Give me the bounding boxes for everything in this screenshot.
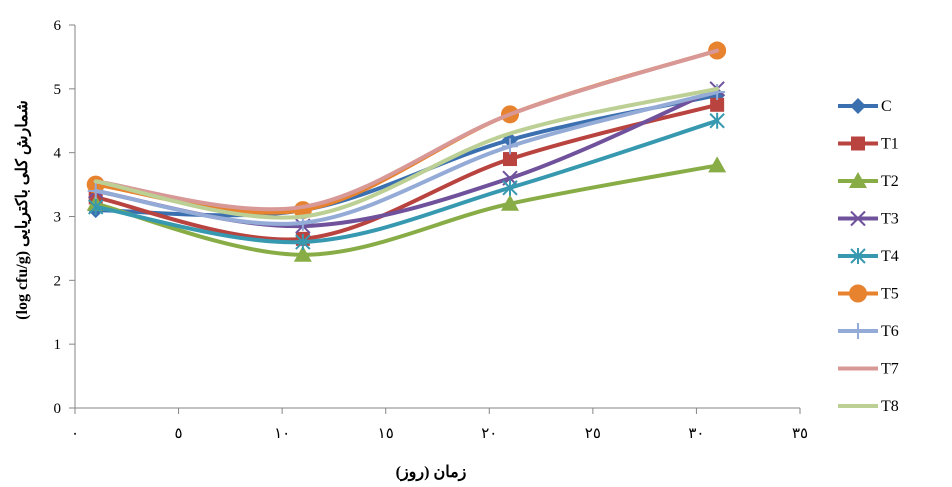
series-line-t2 (93, 163, 720, 257)
legend-marker (849, 172, 867, 188)
y-tick-label: 4 (54, 146, 62, 162)
data-point-t1 (503, 152, 517, 167)
series-line-t1 (93, 102, 720, 242)
y-axis-title: شمارش کلی باکتریایی (log cfu/g) (14, 100, 32, 320)
x-tick-label: ٣٠ (688, 426, 704, 442)
y-tick-label: 3 (54, 210, 62, 226)
y-tick-label: 2 (54, 273, 62, 289)
axes: 0 1 2 3 4 5 6 ٠ ٥ ١٠ ١٥ ٢٠ ٢٥ ٣٠ ٣٥ (54, 18, 809, 442)
legend-item-t5: T5 (838, 284, 899, 303)
legend: C T1 T2 T3 T4 T5 T6 T7 T8 (838, 98, 899, 415)
legend-marker (851, 136, 865, 151)
data-point-t2 (708, 156, 727, 173)
legend-item-t4: T4 (838, 248, 899, 265)
legend-label: T6 (881, 323, 899, 340)
data-point-t1 (710, 97, 725, 112)
y-tick-label: 0 (54, 401, 62, 417)
legend-item-t6: T6 (838, 323, 899, 340)
legend-label: T4 (881, 248, 899, 265)
series-line-t7 (93, 48, 720, 212)
series-layer (86, 41, 727, 262)
legend-item-t7: T7 (838, 361, 899, 378)
x-tick-label: ١٠ (274, 426, 290, 442)
data-point-t6 (709, 84, 726, 101)
series-t4 (88, 112, 725, 251)
x-tick-label: ٣٥ (792, 426, 808, 442)
legend-marker-stroke (850, 210, 866, 227)
legend-marker (850, 98, 866, 114)
data-point-t4 (502, 179, 518, 196)
legend-label: C (881, 98, 892, 115)
series-t8 (93, 86, 720, 220)
x-tick-label: ٥ (175, 426, 183, 442)
legend-label: T2 (881, 173, 899, 190)
legend-marker (850, 323, 866, 339)
legend-marker (849, 284, 867, 303)
legend-label: T7 (881, 361, 899, 378)
legend-item-t2: T2 (838, 172, 899, 190)
y-tick-label: 1 (54, 337, 62, 353)
legend-marker (850, 210, 866, 227)
legend-label: T8 (881, 398, 899, 415)
legend-item-t3: T3 (838, 211, 899, 228)
legend-item-t1: T1 (838, 136, 899, 153)
legend-label: T3 (881, 211, 899, 228)
legend-marker (850, 248, 866, 264)
series-line-t6 (93, 90, 720, 226)
x-tick-label: ٠ (71, 426, 79, 442)
legend-item-c: C (838, 98, 892, 115)
data-point-t6 (87, 182, 104, 199)
series-line-t8 (93, 86, 720, 220)
series-t7 (93, 48, 720, 212)
data-point-t4 (295, 234, 311, 251)
y-tick-label: 6 (54, 18, 62, 34)
x-axis-title: زمان (روز) (396, 464, 467, 482)
series-line-t4 (93, 118, 720, 245)
x-tick-label: ٢٠ (481, 426, 497, 442)
data-point-t4 (88, 198, 104, 215)
data-point-t4 (709, 112, 725, 129)
series-t1 (88, 97, 725, 246)
x-tick-label: ١٥ (378, 426, 394, 442)
legend-label: T1 (881, 136, 899, 153)
data-point-t6 (502, 138, 518, 155)
legend-item-t8: T8 (838, 398, 899, 415)
data-point-t2 (501, 194, 519, 211)
y-tick-label: 5 (54, 82, 62, 98)
data-point-t2 (293, 245, 312, 262)
x-tick-label: ٢٥ (585, 426, 601, 442)
legend-label: T5 (881, 286, 899, 303)
